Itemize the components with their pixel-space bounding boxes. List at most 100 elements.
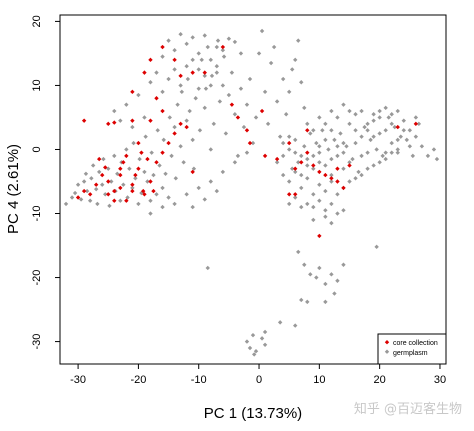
germplasm-point: [259, 336, 265, 341]
germplasm-point: [395, 150, 400, 155]
germplasm-point: [320, 128, 325, 133]
germplasm-point: [317, 198, 322, 203]
germplasm-point: [172, 124, 177, 130]
x-tick-label: 30: [434, 374, 446, 386]
y-tick-label: 10: [31, 79, 43, 91]
germplasm-point: [317, 182, 322, 187]
core-collection-point: [142, 192, 147, 197]
germplasm-point: [244, 102, 250, 107]
germplasm-point: [190, 137, 195, 143]
core-collection-point: [124, 198, 129, 203]
core-collection-point: [133, 172, 138, 178]
germplasm-point: [377, 131, 382, 136]
germplasm-point: [374, 244, 379, 250]
germplasm-point: [178, 83, 183, 88]
core-collection-point: [151, 188, 156, 194]
germplasm-point: [118, 198, 123, 203]
germplasm-point: [93, 186, 99, 192]
germplasm-point: [305, 201, 310, 207]
germplasm-point: [208, 57, 213, 63]
core-collection-point: [286, 192, 292, 197]
germplasm-point: [214, 188, 220, 194]
germplasm-point: [293, 195, 298, 200]
germplasm-point: [214, 70, 220, 75]
germplasm-point: [434, 156, 440, 162]
germplasm-point: [185, 76, 191, 82]
germplasm-point: [311, 192, 316, 197]
germplasm-point: [311, 204, 316, 210]
germplasm-point: [160, 185, 165, 191]
germplasm-point: [202, 105, 207, 111]
germplasm-point: [247, 76, 253, 82]
germplasm-point: [175, 102, 180, 107]
germplasm-point: [250, 332, 256, 338]
germplasm-point: [112, 108, 117, 114]
germplasm-point: [323, 163, 328, 168]
germplasm-point: [419, 144, 425, 149]
germplasm-point: [389, 112, 394, 117]
germplasm-point: [196, 51, 201, 56]
germplasm-point: [311, 128, 316, 133]
germplasm-point: [125, 195, 130, 200]
germplasm-point: [202, 73, 207, 79]
core-collection-point: [121, 160, 126, 165]
y-tick-label: -30: [31, 334, 43, 350]
germplasm-point: [280, 76, 286, 82]
germplasm-point: [329, 128, 334, 133]
germplasm-point: [323, 137, 328, 143]
germplasm-point: [214, 64, 220, 69]
germplasm-point: [350, 156, 355, 162]
core-collection-point: [103, 165, 108, 170]
germplasm-point: [161, 137, 166, 143]
germplasm-point: [154, 192, 159, 197]
plot-frame: [59, 14, 447, 365]
germplasm-point: [335, 278, 340, 283]
germplasm-point: [136, 201, 141, 207]
germplasm-point: [190, 204, 195, 210]
core-collection-point: [160, 150, 165, 155]
germplasm-point: [142, 169, 147, 175]
germplasm-point: [166, 195, 171, 200]
germplasm-point: [389, 121, 394, 127]
germplasm-point: [220, 48, 226, 53]
germplasm-point: [90, 163, 96, 168]
core-collection-point: [75, 195, 81, 200]
germplasm-point: [226, 36, 232, 41]
germplasm-point: [329, 172, 334, 178]
core-collection-point: [100, 172, 105, 178]
germplasm-point: [244, 150, 250, 155]
germplasm-point: [280, 172, 286, 178]
core-collection-point: [130, 182, 135, 187]
germplasm-point: [274, 99, 280, 104]
core-collection-point: [347, 163, 352, 168]
watermark: 知乎 @百迈客生物: [353, 402, 462, 417]
germplasm-point: [374, 147, 379, 152]
germplasm-point: [329, 220, 334, 226]
germplasm-point: [323, 281, 328, 287]
germplasm-series: [63, 28, 440, 357]
germplasm-point: [196, 86, 201, 91]
germplasm-point: [286, 147, 292, 152]
germplasm-point: [262, 329, 268, 335]
germplasm-point: [407, 128, 413, 133]
core-collection-point: [335, 166, 340, 171]
germplasm-point: [196, 185, 201, 191]
germplasm-point: [241, 124, 247, 130]
germplasm-point: [395, 147, 400, 152]
germplasm-point: [286, 134, 292, 139]
germplasm-point: [383, 156, 388, 162]
core-collection-point: [141, 188, 146, 194]
germplasm-point: [314, 275, 319, 280]
germplasm-point: [232, 160, 238, 165]
germplasm-point: [151, 172, 156, 178]
core-collection-point: [178, 121, 183, 127]
legend-label-core-collection: core collection: [393, 340, 438, 347]
germplasm-point: [220, 83, 226, 88]
germplasm-point: [299, 153, 304, 159]
germplasm-point: [362, 124, 367, 130]
core-collection-point: [124, 153, 129, 159]
core-collection-point: [259, 108, 265, 114]
germplasm-point: [317, 150, 322, 155]
germplasm-point: [431, 147, 437, 152]
legend-marker-core-collection: [384, 340, 390, 345]
